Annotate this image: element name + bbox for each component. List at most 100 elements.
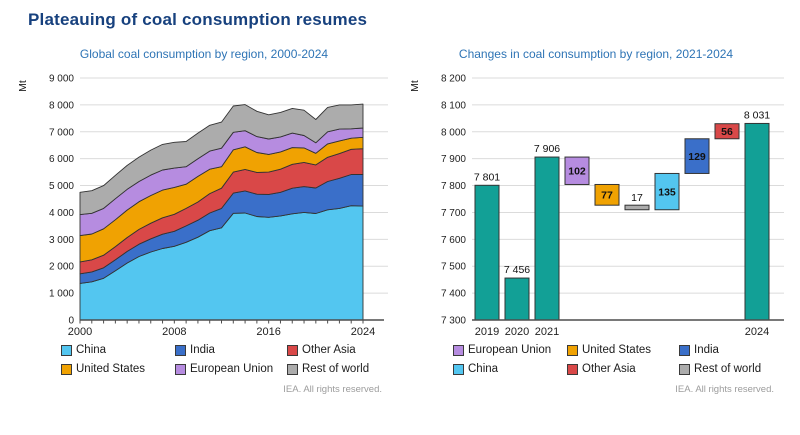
legend-swatch-rest-of-world xyxy=(287,363,298,375)
x-tick-label: 2024 xyxy=(351,326,375,338)
legend-item-european-union: European Union xyxy=(175,363,287,375)
waterfall-chart: 7 300 7 400 7 500 7 600 7 700 7 800 7 900 8 000… xyxy=(409,74,784,338)
bar-value-label: 56 xyxy=(721,126,733,138)
x-tick-label: 2021 xyxy=(535,326,559,338)
legend-label: United States xyxy=(76,363,146,375)
bar-china xyxy=(654,172,680,211)
legend-label: Rest of world xyxy=(694,363,762,375)
y-tick-label: 7 400 xyxy=(441,289,466,300)
legend-item-india: India xyxy=(175,344,287,356)
bar-other-asia xyxy=(714,123,740,140)
y-tick-label: 7 500 xyxy=(441,262,466,273)
left-chart-title: Global coal consumption by region, 2000-… xyxy=(79,47,329,61)
legend-item-other-asia: Other Asia xyxy=(567,363,679,375)
legend-item-rest-of-world: Rest of world xyxy=(287,363,394,375)
y-tick-label: 8 000 xyxy=(441,127,466,138)
bar-india xyxy=(684,138,710,174)
legend-swatch-european-union xyxy=(453,344,464,356)
x-tick-label: 2020 xyxy=(505,326,529,338)
legend-label: European Union xyxy=(468,344,552,356)
bar-value-label: 135 xyxy=(658,186,676,198)
legend-label: United States xyxy=(582,344,652,356)
left-chart-legend: China India Other Asia United States Europea… xyxy=(61,344,394,375)
legend-swatch-united-states xyxy=(567,344,578,356)
panel-global-consumption: Global coal consumption by region, 2000-… xyxy=(14,46,394,395)
y-tick-label: 6 000 xyxy=(49,154,74,165)
charts-row: Global coal consumption by region, 2000-… xyxy=(0,46,800,395)
legend-label: European Union xyxy=(190,363,274,375)
y-tick-label: 8 200 xyxy=(441,74,466,85)
y-tick-label: 9 000 xyxy=(49,74,74,85)
y-tick-label: 1 000 xyxy=(49,289,74,300)
legend-swatch-other-asia xyxy=(287,344,298,356)
bar-total-2020 xyxy=(504,277,530,321)
legend-label: India xyxy=(694,344,719,356)
legend-item-european-union: European Union xyxy=(453,344,567,356)
legend-swatch-rest-of-world xyxy=(679,363,690,375)
x-tick-label: 2008 xyxy=(162,326,186,338)
bar-rest-of-world xyxy=(624,204,650,211)
stacked-area-chart: 0 1 000 2 000 3 000 4 000 5 000 6 000 7 000 8 00… xyxy=(17,74,388,338)
bar-total-2019 xyxy=(474,184,500,321)
y-tick-label: 7 900 xyxy=(441,154,466,165)
y-axis-unit: Mt xyxy=(409,80,421,92)
bar-value-label: 102 xyxy=(568,166,586,178)
legend-label: India xyxy=(190,344,215,356)
legend-swatch-china xyxy=(61,344,72,356)
right-chart-legend: European Union United States India China Oth… xyxy=(453,344,786,375)
bar-value-label: 7 801 xyxy=(474,171,500,183)
bar-european-union xyxy=(564,156,590,185)
legend-item-rest-of-world: Rest of world xyxy=(679,363,786,375)
bar-value-label: 8 031 xyxy=(744,109,770,121)
right-chart-title: Changes in coal consumption by region, 2… xyxy=(458,47,734,61)
y-tick-label: 7 000 xyxy=(49,127,74,138)
x-tick-label: 2000 xyxy=(68,326,92,338)
legend-swatch-india xyxy=(175,344,186,356)
legend-label: Other Asia xyxy=(302,344,356,356)
bar-united-states xyxy=(594,183,620,206)
y-tick-label: 7 300 xyxy=(441,316,466,327)
y-tick-label: 5 000 xyxy=(49,181,74,192)
legend-item-china: China xyxy=(61,344,175,356)
legend-item-united-states: United States xyxy=(61,363,175,375)
legend-label: Other Asia xyxy=(582,363,636,375)
bar-value-label: 7 456 xyxy=(504,264,530,276)
legend-item-united-states: United States xyxy=(567,344,679,356)
legend-item-india: India xyxy=(679,344,786,356)
area-rest-of-world xyxy=(79,103,364,216)
y-tick-label: 7 800 xyxy=(441,181,466,192)
y-tick-label: 7 700 xyxy=(441,208,466,219)
y-tick-label: 0 xyxy=(68,316,74,327)
bar-value-label: 77 xyxy=(601,190,613,202)
bar-total-2024 xyxy=(744,122,770,321)
panel-consumption-changes: Changes in coal consumption by region, 2… xyxy=(406,46,786,395)
legend-swatch-united-states xyxy=(61,363,72,375)
y-tick-label: 8 000 xyxy=(49,100,74,111)
y-axis-unit: Mt xyxy=(17,80,29,92)
bar-value-label: 17 xyxy=(631,192,643,204)
x-tick-label: 2016 xyxy=(256,326,280,338)
legend-item-china: China xyxy=(453,363,567,375)
legend-swatch-other-asia xyxy=(567,363,578,375)
x-tick-label: 2024 xyxy=(745,326,769,338)
legend-label: Rest of world xyxy=(302,363,370,375)
legend-swatch-india xyxy=(679,344,690,356)
legend-label: China xyxy=(76,344,107,356)
y-tick-label: 4 000 xyxy=(49,208,74,219)
y-tick-label: 8 100 xyxy=(441,100,466,111)
bar-value-label: 7 906 xyxy=(534,143,560,155)
copyright-left: IEA. All rights reserved. xyxy=(283,384,382,395)
copyright-right: IEA. All rights reserved. xyxy=(675,384,774,395)
legend-swatch-china xyxy=(453,363,464,375)
page-title: Plateauing of coal consumption resumes xyxy=(28,10,368,29)
bar-value-label: 129 xyxy=(688,151,706,163)
legend-item-other-asia: Other Asia xyxy=(287,344,394,356)
bar-total-2021 xyxy=(534,156,560,321)
x-tick-label: 2019 xyxy=(475,326,499,338)
y-tick-label: 3 000 xyxy=(49,235,74,246)
y-tick-label: 2 000 xyxy=(49,262,74,273)
legend-label: China xyxy=(468,363,499,375)
legend-swatch-european-union xyxy=(175,363,186,375)
y-tick-label: 7 600 xyxy=(441,235,466,246)
